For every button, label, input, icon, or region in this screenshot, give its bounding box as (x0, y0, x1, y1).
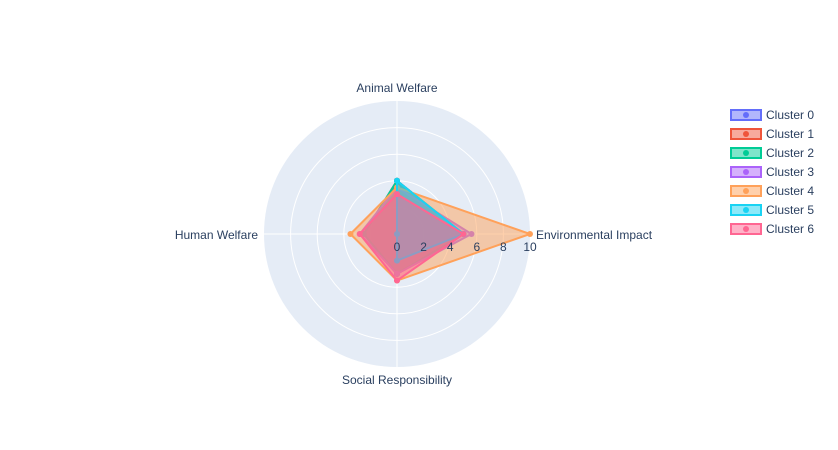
legend-label: Cluster 4 (766, 184, 814, 198)
angular-axis-label: Animal Welfare (356, 81, 437, 95)
radial-tick-label: 6 (473, 240, 480, 254)
data-point (460, 231, 467, 237)
radial-tick-label: 0 (394, 240, 401, 254)
legend-item-cluster-1[interactable]: Cluster 1 (730, 127, 814, 141)
radial-tick-label: 2 (420, 240, 427, 254)
legend-marker (743, 112, 749, 118)
series-cluster-6 (356, 191, 467, 284)
legend-marker (743, 207, 749, 213)
legend-label: Cluster 0 (766, 108, 814, 122)
legend-item-cluster-4[interactable]: Cluster 4 (730, 184, 814, 198)
legend[interactable]: Cluster 0 Cluster 1 Cluster 2 Cluster 3 Clus… (730, 108, 814, 236)
angular-axis-label: Environmental Impact (536, 228, 653, 242)
legend-item-cluster-5[interactable]: Cluster 5 (730, 203, 814, 217)
radial-tick-label: 4 (447, 240, 454, 254)
legend-label: Cluster 2 (766, 146, 814, 160)
legend-marker (743, 169, 749, 175)
data-point (394, 177, 400, 184)
legend-label: Cluster 5 (766, 203, 814, 217)
angular-axis-label: Social Responsibility (342, 373, 452, 387)
legend-label: Cluster 1 (766, 127, 814, 141)
data-point (347, 231, 354, 237)
legend-marker (743, 131, 749, 137)
legend-marker (743, 226, 749, 232)
legend-label: Cluster 6 (766, 222, 814, 236)
data-point (527, 231, 533, 237)
radial-tick-label: 10 (523, 240, 537, 254)
legend-item-cluster-6[interactable]: Cluster 6 (730, 222, 814, 236)
radial-ticks: 0 2 4 6 8 10 (394, 240, 537, 254)
legend-item-cluster-2[interactable]: Cluster 2 (730, 146, 814, 160)
legend-item-cluster-0[interactable]: Cluster 0 (730, 108, 814, 122)
legend-label: Cluster 3 (766, 165, 814, 179)
radial-tick-label: 8 (500, 240, 507, 254)
series-layer (347, 177, 533, 284)
legend-marker (743, 188, 749, 194)
data-point (356, 231, 363, 237)
data-point (394, 191, 400, 198)
angular-axis-labels: Animal Welfare Environmental Impact Social… (175, 81, 653, 387)
legend-item-cluster-3[interactable]: Cluster 3 (730, 165, 814, 179)
data-point (394, 277, 400, 284)
legend-marker (743, 150, 749, 156)
angular-axis-label: Human Welfare (175, 228, 258, 242)
